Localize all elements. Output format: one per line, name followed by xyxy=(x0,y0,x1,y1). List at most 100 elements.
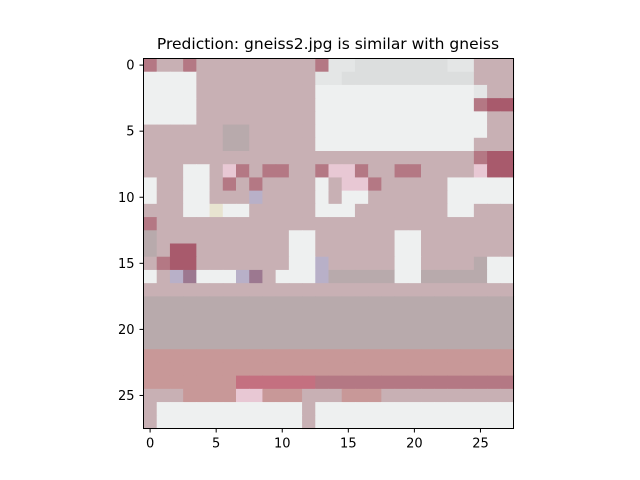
heatmap-cell xyxy=(368,190,382,205)
heatmap-cell xyxy=(262,98,277,112)
heatmap-cell xyxy=(275,98,290,112)
heatmap-cell xyxy=(222,256,237,271)
heatmap-cell xyxy=(447,230,462,245)
heatmap-cell xyxy=(394,336,409,350)
heatmap-cell xyxy=(328,177,343,192)
heatmap-cell xyxy=(394,322,409,337)
heatmap-cell xyxy=(354,84,369,99)
heatmap-cell xyxy=(275,309,290,324)
heatmap-cell xyxy=(288,256,303,271)
heatmap-cell xyxy=(473,415,488,430)
heatmap-cell xyxy=(354,58,369,73)
heatmap-cell xyxy=(473,164,488,179)
heatmap-cell xyxy=(275,203,290,218)
heatmap-cell xyxy=(354,322,369,337)
heatmap-cell xyxy=(500,415,515,430)
heatmap-cell xyxy=(262,137,277,152)
heatmap-cell xyxy=(209,243,224,258)
heatmap-cell xyxy=(381,230,396,245)
heatmap-cell xyxy=(222,296,237,311)
heatmap-cell xyxy=(434,243,449,258)
heatmap-cell xyxy=(473,402,488,416)
heatmap-cell xyxy=(447,217,462,231)
heatmap-cell xyxy=(407,217,422,231)
heatmap-cell xyxy=(354,230,369,245)
heatmap-cell xyxy=(143,124,158,139)
heatmap-cell xyxy=(302,362,316,377)
heatmap-cell xyxy=(447,164,462,179)
heatmap-cell xyxy=(473,190,488,205)
heatmap-cell xyxy=(315,402,330,416)
heatmap-cell xyxy=(209,322,224,337)
heatmap-cell xyxy=(354,296,369,311)
heatmap-cell xyxy=(249,243,264,258)
heatmap-cell xyxy=(143,203,158,218)
heatmap-cell xyxy=(249,98,264,112)
heatmap-cell xyxy=(341,124,356,139)
heatmap-cell xyxy=(196,296,211,311)
heatmap-cell xyxy=(421,230,435,245)
heatmap-cell xyxy=(249,336,264,350)
heatmap-cell xyxy=(275,349,290,364)
heatmap-cell xyxy=(394,151,409,165)
heatmap-cell xyxy=(222,124,237,139)
heatmap-cell xyxy=(447,71,462,86)
heatmap-cell xyxy=(169,402,184,416)
heatmap-cell xyxy=(262,151,277,165)
heatmap-cell xyxy=(328,58,343,73)
heatmap-cell xyxy=(328,283,343,297)
heatmap-cell xyxy=(381,296,396,311)
heatmap-cell xyxy=(262,203,277,218)
heatmap-cell xyxy=(315,151,330,165)
heatmap-cell xyxy=(209,388,224,403)
heatmap-cell xyxy=(407,203,422,218)
heatmap-cell xyxy=(196,362,211,377)
heatmap-cell xyxy=(249,177,264,192)
heatmap-cell xyxy=(183,415,197,430)
heatmap-cell xyxy=(196,415,211,430)
chart-title: Prediction: gneiss2.jpg is similar with … xyxy=(157,35,499,53)
heatmap-cell xyxy=(236,402,250,416)
heatmap-cell xyxy=(421,58,435,73)
y-tick-label: 25 xyxy=(118,389,135,404)
heatmap-cell xyxy=(381,256,396,271)
heatmap-cell xyxy=(381,309,396,324)
heatmap-cell xyxy=(394,243,409,258)
heatmap-cell xyxy=(407,71,422,86)
heatmap-cell xyxy=(143,309,158,324)
heatmap-cell xyxy=(169,217,184,231)
heatmap-cell xyxy=(315,283,330,297)
heatmap-cell xyxy=(302,217,316,231)
heatmap-cell xyxy=(302,203,316,218)
heatmap-cell xyxy=(473,111,488,126)
heatmap-cell xyxy=(315,362,330,377)
heatmap-cell xyxy=(275,177,290,192)
heatmap-cell xyxy=(447,84,462,99)
heatmap-cell xyxy=(500,375,515,390)
heatmap-cell xyxy=(262,415,277,430)
heatmap-cell xyxy=(341,151,356,165)
heatmap-cell xyxy=(394,388,409,403)
heatmap-cell xyxy=(460,190,475,205)
heatmap-cell xyxy=(275,388,290,403)
heatmap-cell xyxy=(394,124,409,139)
heatmap-cell xyxy=(394,58,409,73)
heatmap-cell xyxy=(169,349,184,364)
heatmap-cell xyxy=(222,190,237,205)
heatmap-cell xyxy=(275,111,290,126)
heatmap-cell xyxy=(196,243,211,258)
heatmap-cell xyxy=(222,349,237,364)
heatmap-cell xyxy=(262,362,277,377)
heatmap-cell xyxy=(421,124,435,139)
heatmap-cell xyxy=(460,336,475,350)
heatmap-cell xyxy=(447,296,462,311)
heatmap-cell xyxy=(209,164,224,179)
heatmap-cell xyxy=(460,243,475,258)
heatmap-cell xyxy=(500,336,515,350)
heatmap-cell xyxy=(236,283,250,297)
heatmap-cell xyxy=(500,388,515,403)
heatmap-cell xyxy=(209,256,224,271)
heatmap-cell xyxy=(156,256,171,271)
heatmap-cell xyxy=(500,217,515,231)
heatmap-cell xyxy=(196,388,211,403)
